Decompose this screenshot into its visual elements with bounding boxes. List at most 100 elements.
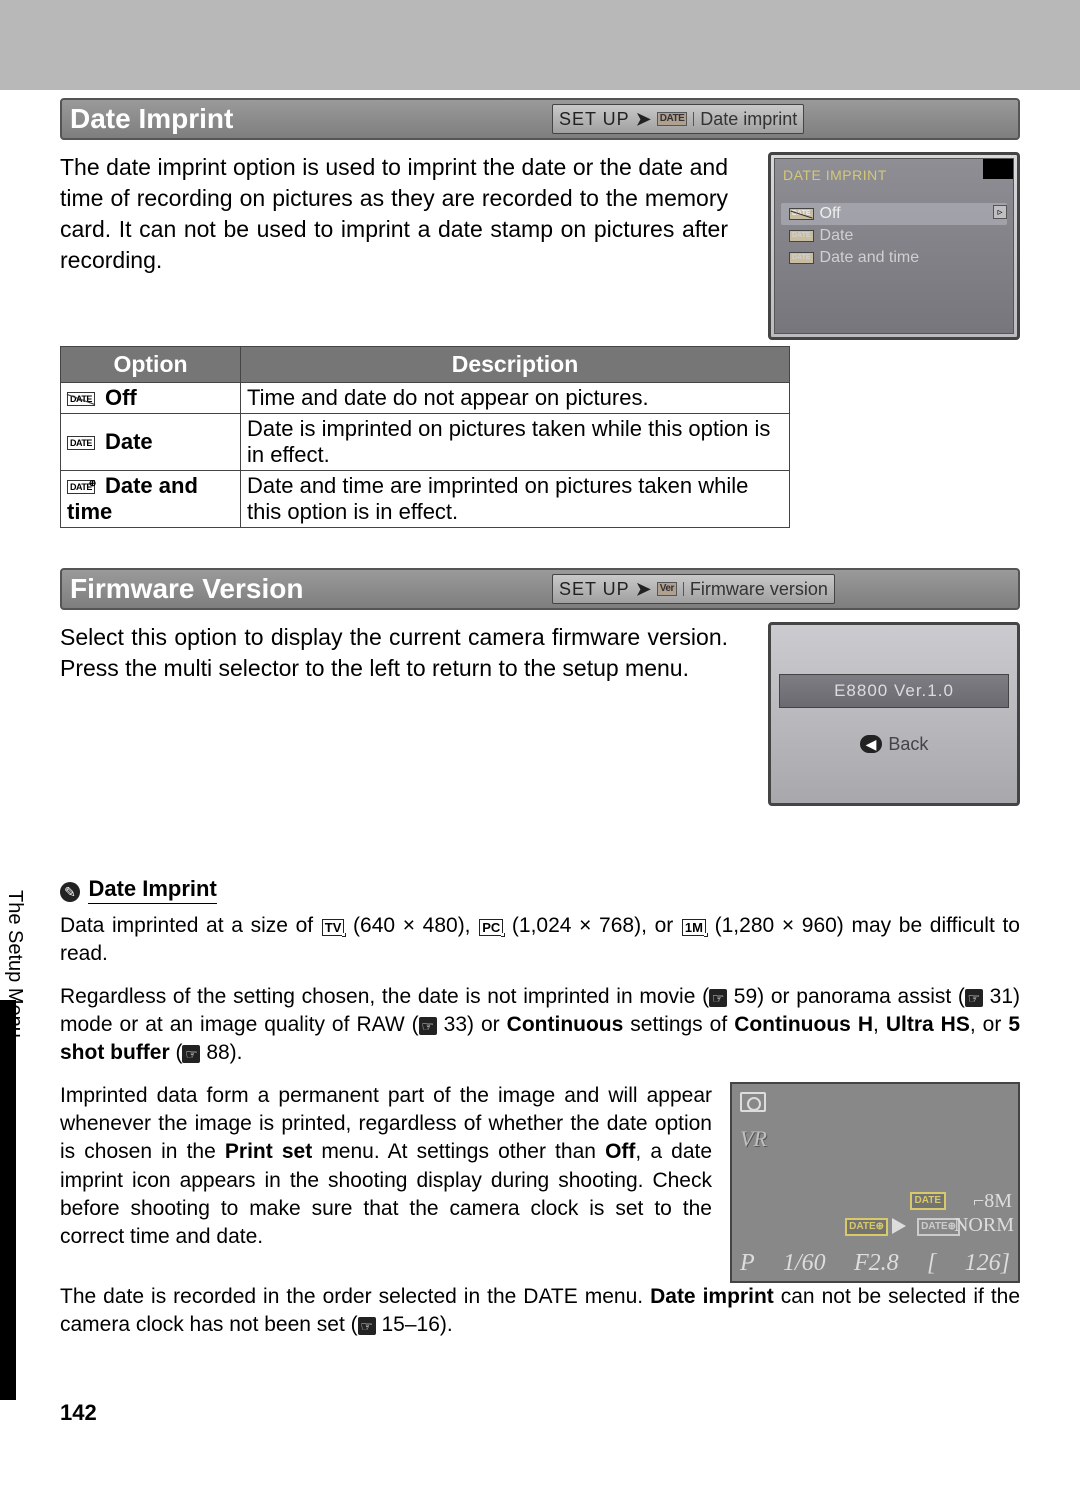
resolution-text: ⌐8M <box>973 1190 1012 1213</box>
section2-body: Select this option to display the curren… <box>60 622 728 684</box>
lcd-row-label: Off <box>820 205 841 223</box>
opt-desc: Date and time are imprinted on pictures … <box>241 471 790 528</box>
setup-label: SET UP <box>559 109 630 130</box>
fstop: F2.8 <box>854 1250 899 1277</box>
date-icon: DATE <box>657 112 687 126</box>
note-p3: Imprinted data form a permanent part of … <box>60 1082 712 1252</box>
note-p2: Regardless of the setting chosen, the da… <box>60 983 1020 1068</box>
table-row: DATE Date and time Date and time are imp… <box>61 471 790 528</box>
opt-label: Date <box>105 429 153 454</box>
text: 33) or <box>437 1013 507 1036</box>
text: , <box>873 1013 886 1036</box>
lcd-row-label: Date and time <box>820 249 920 267</box>
text: menu. At settings other than <box>312 1140 605 1163</box>
ok-icon: ▹ <box>993 205 1007 219</box>
text: settings of <box>623 1013 734 1036</box>
vr-icon: VR <box>740 1126 767 1152</box>
camera-icon <box>740 1092 766 1112</box>
lcd-title: DATE IMPRINT <box>781 167 1007 183</box>
date-icon: DATE <box>789 230 814 242</box>
back-label: Back <box>888 734 928 755</box>
arrow-icon: ➤ <box>636 579 651 600</box>
text: 59) or panorama assist ( <box>727 985 965 1008</box>
breadcrumb-date-imprint: SET UP ➤ DATE Date imprint <box>552 104 804 134</box>
text: 88). <box>200 1041 242 1064</box>
text: Regardless of the setting chosen, the da… <box>60 985 709 1008</box>
section-header-date-imprint: Date Imprint SET UP ➤ DATE Date imprint <box>60 98 1020 140</box>
back-row[interactable]: ◀ Back <box>860 734 929 755</box>
section-title: Date Imprint <box>62 103 552 135</box>
section-title: Firmware Version <box>62 573 552 605</box>
date-off-icon: DATE <box>67 392 95 406</box>
firmware-version-text: E8800 Ver.1.0 <box>779 674 1009 708</box>
table-row: DATE Off Time and date do not appear on … <box>61 383 790 414</box>
norm-text: NORM <box>954 1214 1014 1237</box>
side-label: The Setup Menu <box>3 890 26 1090</box>
lcd-date-imprint: DATE IMPRINT ▹ DATE Off DATE Date DATE D… <box>768 152 1020 340</box>
lcd-row-off[interactable]: DATE Off <box>781 203 1007 225</box>
opt-label: Off <box>105 385 137 410</box>
divider <box>683 582 684 596</box>
section-header-firmware: Firmware Version SET UP ➤ Ver Firmware v… <box>60 568 1020 610</box>
bold: Continuous <box>507 1013 624 1036</box>
bold: Print set <box>225 1140 312 1163</box>
note-p4: The date is recorded in the order select… <box>60 1283 1020 1340</box>
shooting-info-row: P 1/60 F2.8 [ 126] <box>732 1250 1018 1277</box>
divider <box>693 112 694 126</box>
th-description: Description <box>241 347 790 383</box>
opt-desc: Time and date do not appear on pictures. <box>241 383 790 414</box>
section1-body: The date imprint option is used to impri… <box>60 152 728 276</box>
table-row: DATE Date Date is imprinted on pictures … <box>61 414 790 471</box>
text: (640 × 480), <box>345 914 478 937</box>
date-icon: DATE <box>67 436 95 450</box>
options-table: Option Description DATE Off Time and dat… <box>60 346 790 528</box>
1m-icon: 1M <box>682 919 706 936</box>
arrow-icon: ➤ <box>636 109 651 130</box>
pencil-icon: ✎ <box>60 882 80 902</box>
lcd-row-date[interactable]: DATE Date <box>781 225 1007 247</box>
pc-icon: PC <box>479 919 503 936</box>
page-ref-icon: ☞ <box>419 1017 437 1035</box>
breadcrumb-firmware: SET UP ➤ Ver Firmware version <box>552 574 835 604</box>
tv-icon: TV <box>322 919 345 936</box>
page-number: 142 <box>60 1400 97 1426</box>
bold: Continuous H <box>734 1013 873 1036</box>
opt-desc: Date is imprinted on pictures taken whil… <box>241 414 790 471</box>
lcd-row-date-time[interactable]: DATE Date and time <box>781 247 1007 269</box>
page-ref-icon: ☞ <box>965 989 983 1007</box>
text: (1,024 × 768), or <box>504 914 681 937</box>
bold: Off <box>605 1140 635 1163</box>
date-yellow-icon: DATE <box>910 1192 946 1210</box>
lcd-firmware: E8800 Ver.1.0 ◀ Back <box>768 622 1020 806</box>
note-title: Date Imprint <box>88 876 216 904</box>
ver-icon: Ver <box>657 582 677 596</box>
date-time-icon: DATE <box>789 252 814 264</box>
back-arrow-icon: ◀ <box>860 735 883 753</box>
text: ( <box>170 1041 183 1064</box>
bracket: [ <box>927 1250 936 1277</box>
bold: Ultra HS <box>886 1013 970 1036</box>
page-ref-icon: ☞ <box>709 989 727 1007</box>
lcd-shooting-display: VR DATE ⌐8M DATE⊕ DATE⊕ NORM P 1/60 F2.8… <box>730 1082 1020 1283</box>
text: The date is recorded in the order select… <box>60 1285 650 1308</box>
page-ref-icon: ☞ <box>182 1045 200 1063</box>
page-ref-icon: ☞ <box>358 1317 376 1335</box>
text: Data imprinted at a size of <box>60 914 321 937</box>
mode-p: P <box>740 1250 755 1277</box>
setup-label: SET UP <box>559 579 630 600</box>
text: 15–16). <box>376 1313 453 1336</box>
date-off-icon: DATE <box>789 208 814 220</box>
breadcrumb-text: Firmware version <box>690 579 828 600</box>
breadcrumb-text: Date imprint <box>700 109 797 130</box>
top-gray-bar <box>0 0 1080 90</box>
lcd-row-label: Date <box>820 227 854 245</box>
note-p1: Data imprinted at a size of TV (640 × 48… <box>60 912 1020 969</box>
triangle-icon <box>892 1218 906 1234</box>
note-title-row: ✎ Date Imprint <box>60 876 1020 912</box>
count: 126] <box>965 1250 1010 1277</box>
bold: Date imprint <box>650 1285 774 1308</box>
shutter: 1/60 <box>783 1250 826 1277</box>
th-option: Option <box>61 347 241 383</box>
note-area: ✎ Date Imprint Data imprinted at a size … <box>60 876 1020 1339</box>
datetime-yellow-icon: DATE⊕ <box>845 1218 888 1236</box>
